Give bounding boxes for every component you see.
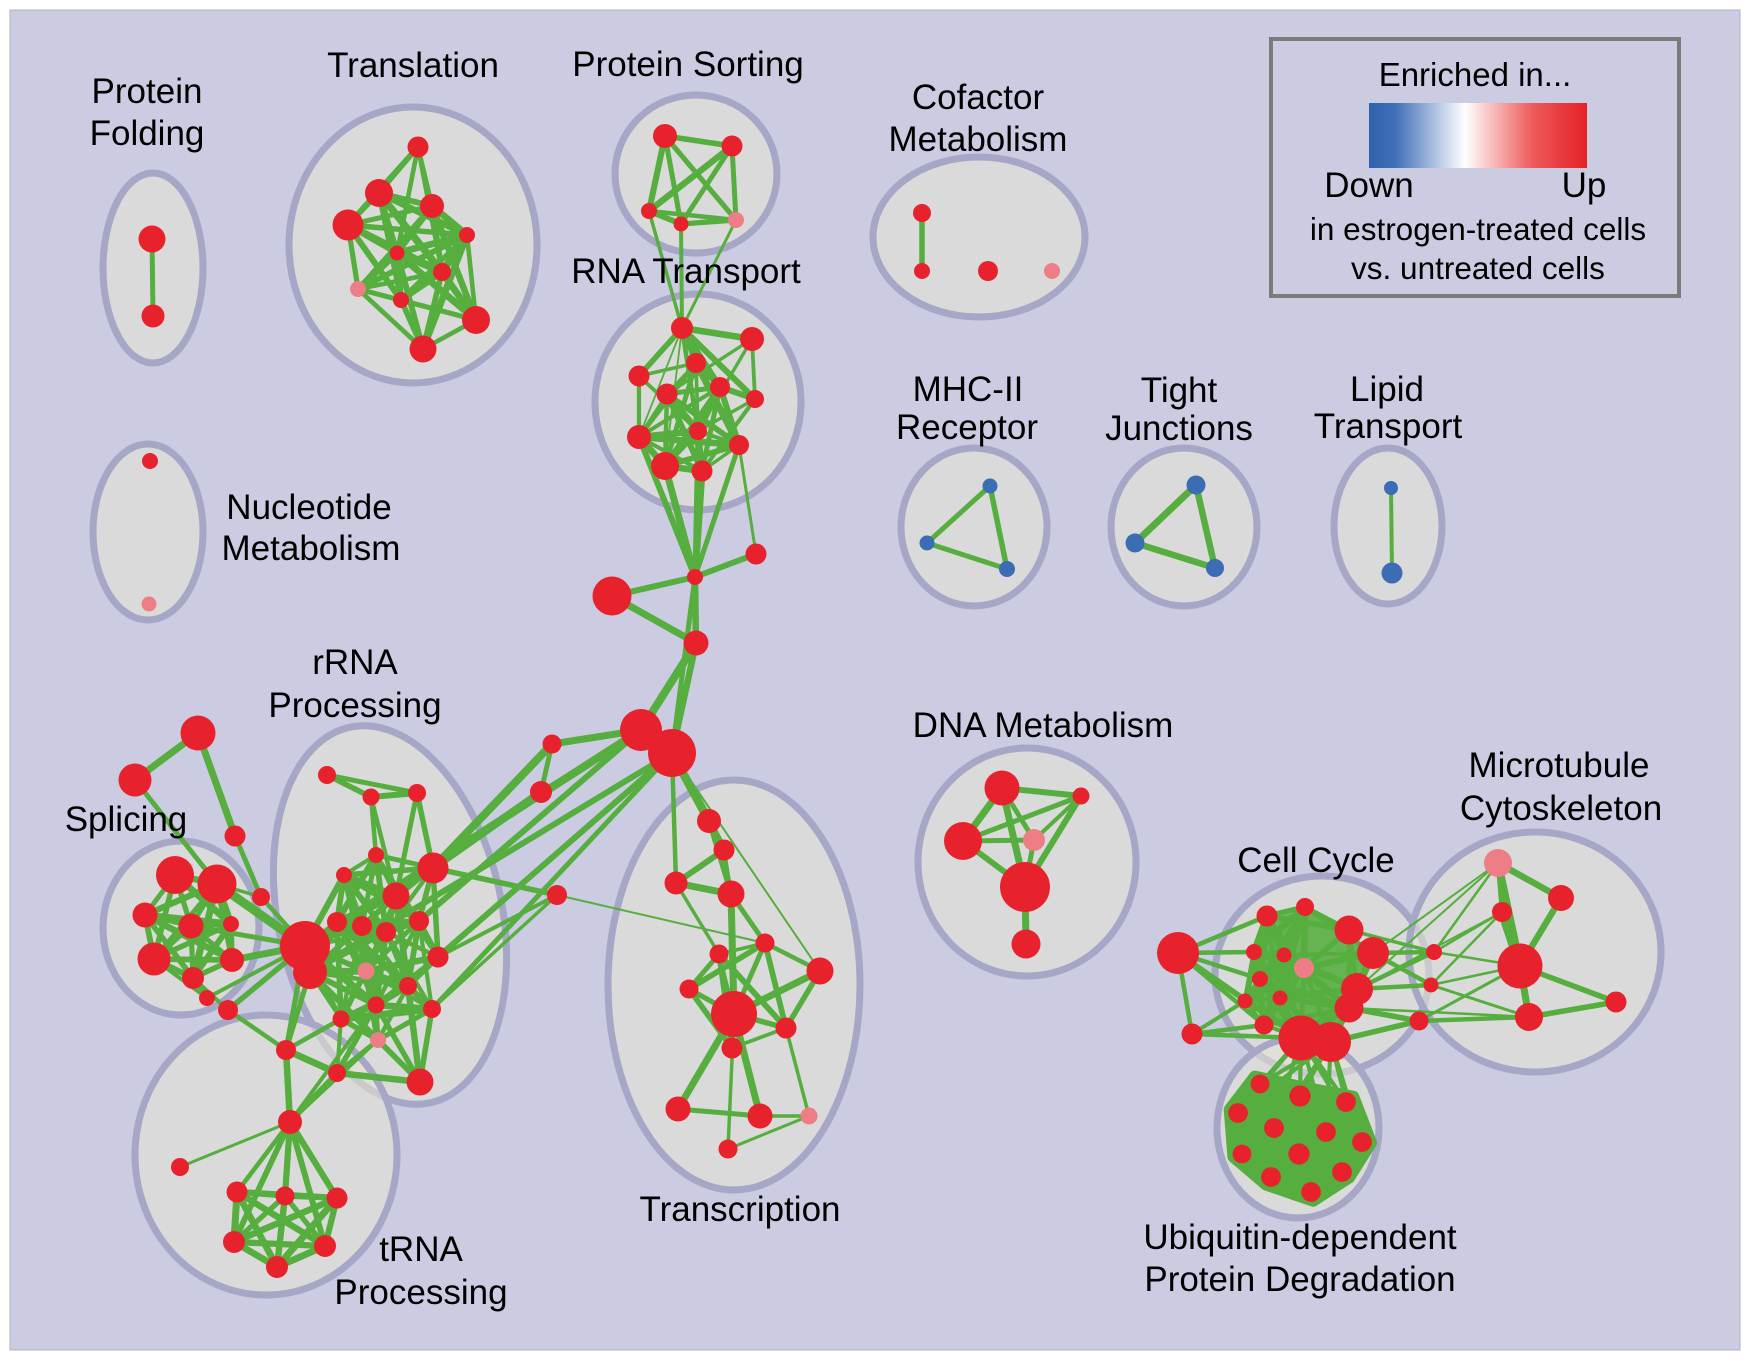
svg-text:RNA Transport: RNA Transport [571,252,801,291]
svg-text:Enriched in...: Enriched in... [1379,56,1572,93]
svg-text:Protein Degradation: Protein Degradation [1144,1260,1455,1299]
svg-text:Metabolism: Metabolism [889,120,1068,159]
svg-text:Protein Sorting: Protein Sorting [572,45,804,84]
svg-text:Microtubule: Microtubule [1469,746,1650,785]
svg-text:Up: Up [1562,166,1607,205]
svg-text:tRNA: tRNA [379,1230,463,1269]
svg-text:Processing: Processing [268,686,441,725]
svg-text:Nucleotide: Nucleotide [226,488,391,527]
svg-text:Cytoskeleton: Cytoskeleton [1460,789,1662,828]
svg-text:Splicing: Splicing [65,800,188,839]
svg-text:Down: Down [1324,166,1413,205]
svg-text:Tight: Tight [1141,371,1218,410]
svg-text:Transcription: Transcription [640,1190,841,1229]
svg-text:Folding: Folding [90,114,205,153]
svg-text:Ubiquitin-dependent: Ubiquitin-dependent [1143,1218,1457,1257]
svg-text:Lipid: Lipid [1350,370,1424,409]
svg-text:MHC-II: MHC-II [913,370,1024,409]
svg-text:DNA Metabolism: DNA Metabolism [913,706,1174,745]
svg-text:Junctions: Junctions [1105,409,1253,448]
svg-text:Transport: Transport [1314,407,1463,446]
svg-text:Metabolism: Metabolism [222,529,401,568]
svg-text:vs. untreated cells: vs. untreated cells [1351,250,1605,286]
svg-text:Cell Cycle: Cell Cycle [1237,841,1395,880]
svg-text:Translation: Translation [327,46,499,85]
svg-text:Protein: Protein [92,72,203,111]
svg-text:in estrogen-treated cells: in estrogen-treated cells [1310,211,1646,247]
svg-text:Processing: Processing [334,1273,507,1312]
svg-text:Cofactor: Cofactor [912,78,1045,117]
svg-text:rRNA: rRNA [312,643,398,682]
svg-text:Receptor: Receptor [896,408,1038,447]
